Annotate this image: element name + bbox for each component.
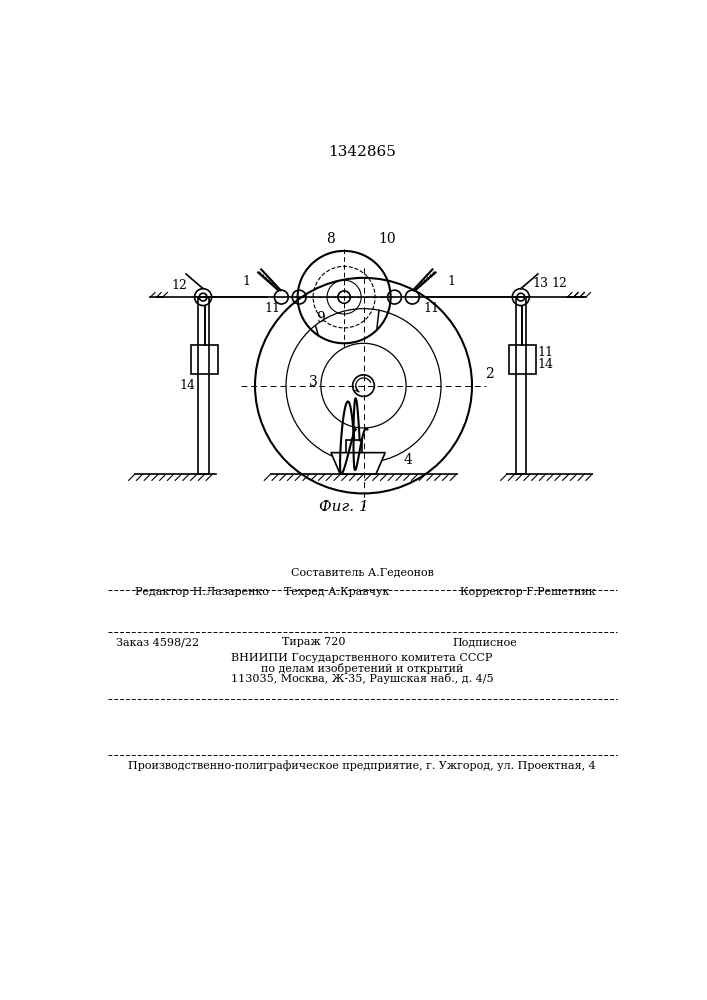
Text: 12: 12	[551, 277, 568, 290]
Text: 1: 1	[243, 275, 250, 288]
Text: по делам изобретений и открытий: по делам изобретений и открытий	[261, 663, 463, 674]
FancyBboxPatch shape	[192, 345, 218, 374]
Text: 9: 9	[317, 311, 325, 325]
Text: Корректор Г.Решетник: Корректор Г.Решетник	[460, 587, 596, 597]
Circle shape	[338, 291, 351, 303]
Text: 13: 13	[532, 277, 548, 290]
Text: 11: 11	[537, 346, 554, 359]
Text: 3: 3	[309, 375, 317, 389]
Text: 14: 14	[537, 358, 554, 371]
Text: Подписное: Подписное	[452, 637, 518, 647]
Text: 1: 1	[447, 275, 455, 288]
Text: 4: 4	[404, 453, 413, 467]
Text: Техред А.Кравчук: Техред А.Кравчук	[284, 587, 390, 597]
FancyBboxPatch shape	[346, 440, 362, 453]
Text: 11: 11	[423, 302, 440, 315]
Circle shape	[199, 293, 207, 301]
Text: Фиг. 1: Фиг. 1	[320, 500, 369, 514]
Text: 14: 14	[180, 379, 196, 392]
Text: Производственно-полиграфическое предприятие, г. Ужгород, ул. Проектная, 4: Производственно-полиграфическое предприя…	[128, 760, 596, 771]
FancyBboxPatch shape	[509, 345, 535, 374]
Circle shape	[517, 293, 525, 301]
Text: 10: 10	[378, 232, 395, 246]
Polygon shape	[331, 453, 385, 474]
Text: 2: 2	[485, 367, 493, 381]
Text: 113035, Москва, Ж-35, Раушская наб., д. 4/5: 113035, Москва, Ж-35, Раушская наб., д. …	[230, 673, 493, 684]
Text: 8: 8	[326, 232, 334, 246]
Text: Тираж 720: Тираж 720	[282, 637, 346, 647]
Text: Составитель А.Гедеонов: Составитель А.Гедеонов	[291, 567, 433, 577]
Text: Заказ 4598/22: Заказ 4598/22	[115, 637, 199, 647]
Text: 11: 11	[264, 302, 280, 315]
Text: 12: 12	[172, 279, 188, 292]
Circle shape	[353, 375, 374, 396]
Text: 1342865: 1342865	[328, 145, 396, 159]
Text: Редактор Н.Лазаренко: Редактор Н.Лазаренко	[135, 587, 269, 597]
Text: ВНИИПИ Государственного комитета СССР: ВНИИПИ Государственного комитета СССР	[231, 653, 493, 663]
